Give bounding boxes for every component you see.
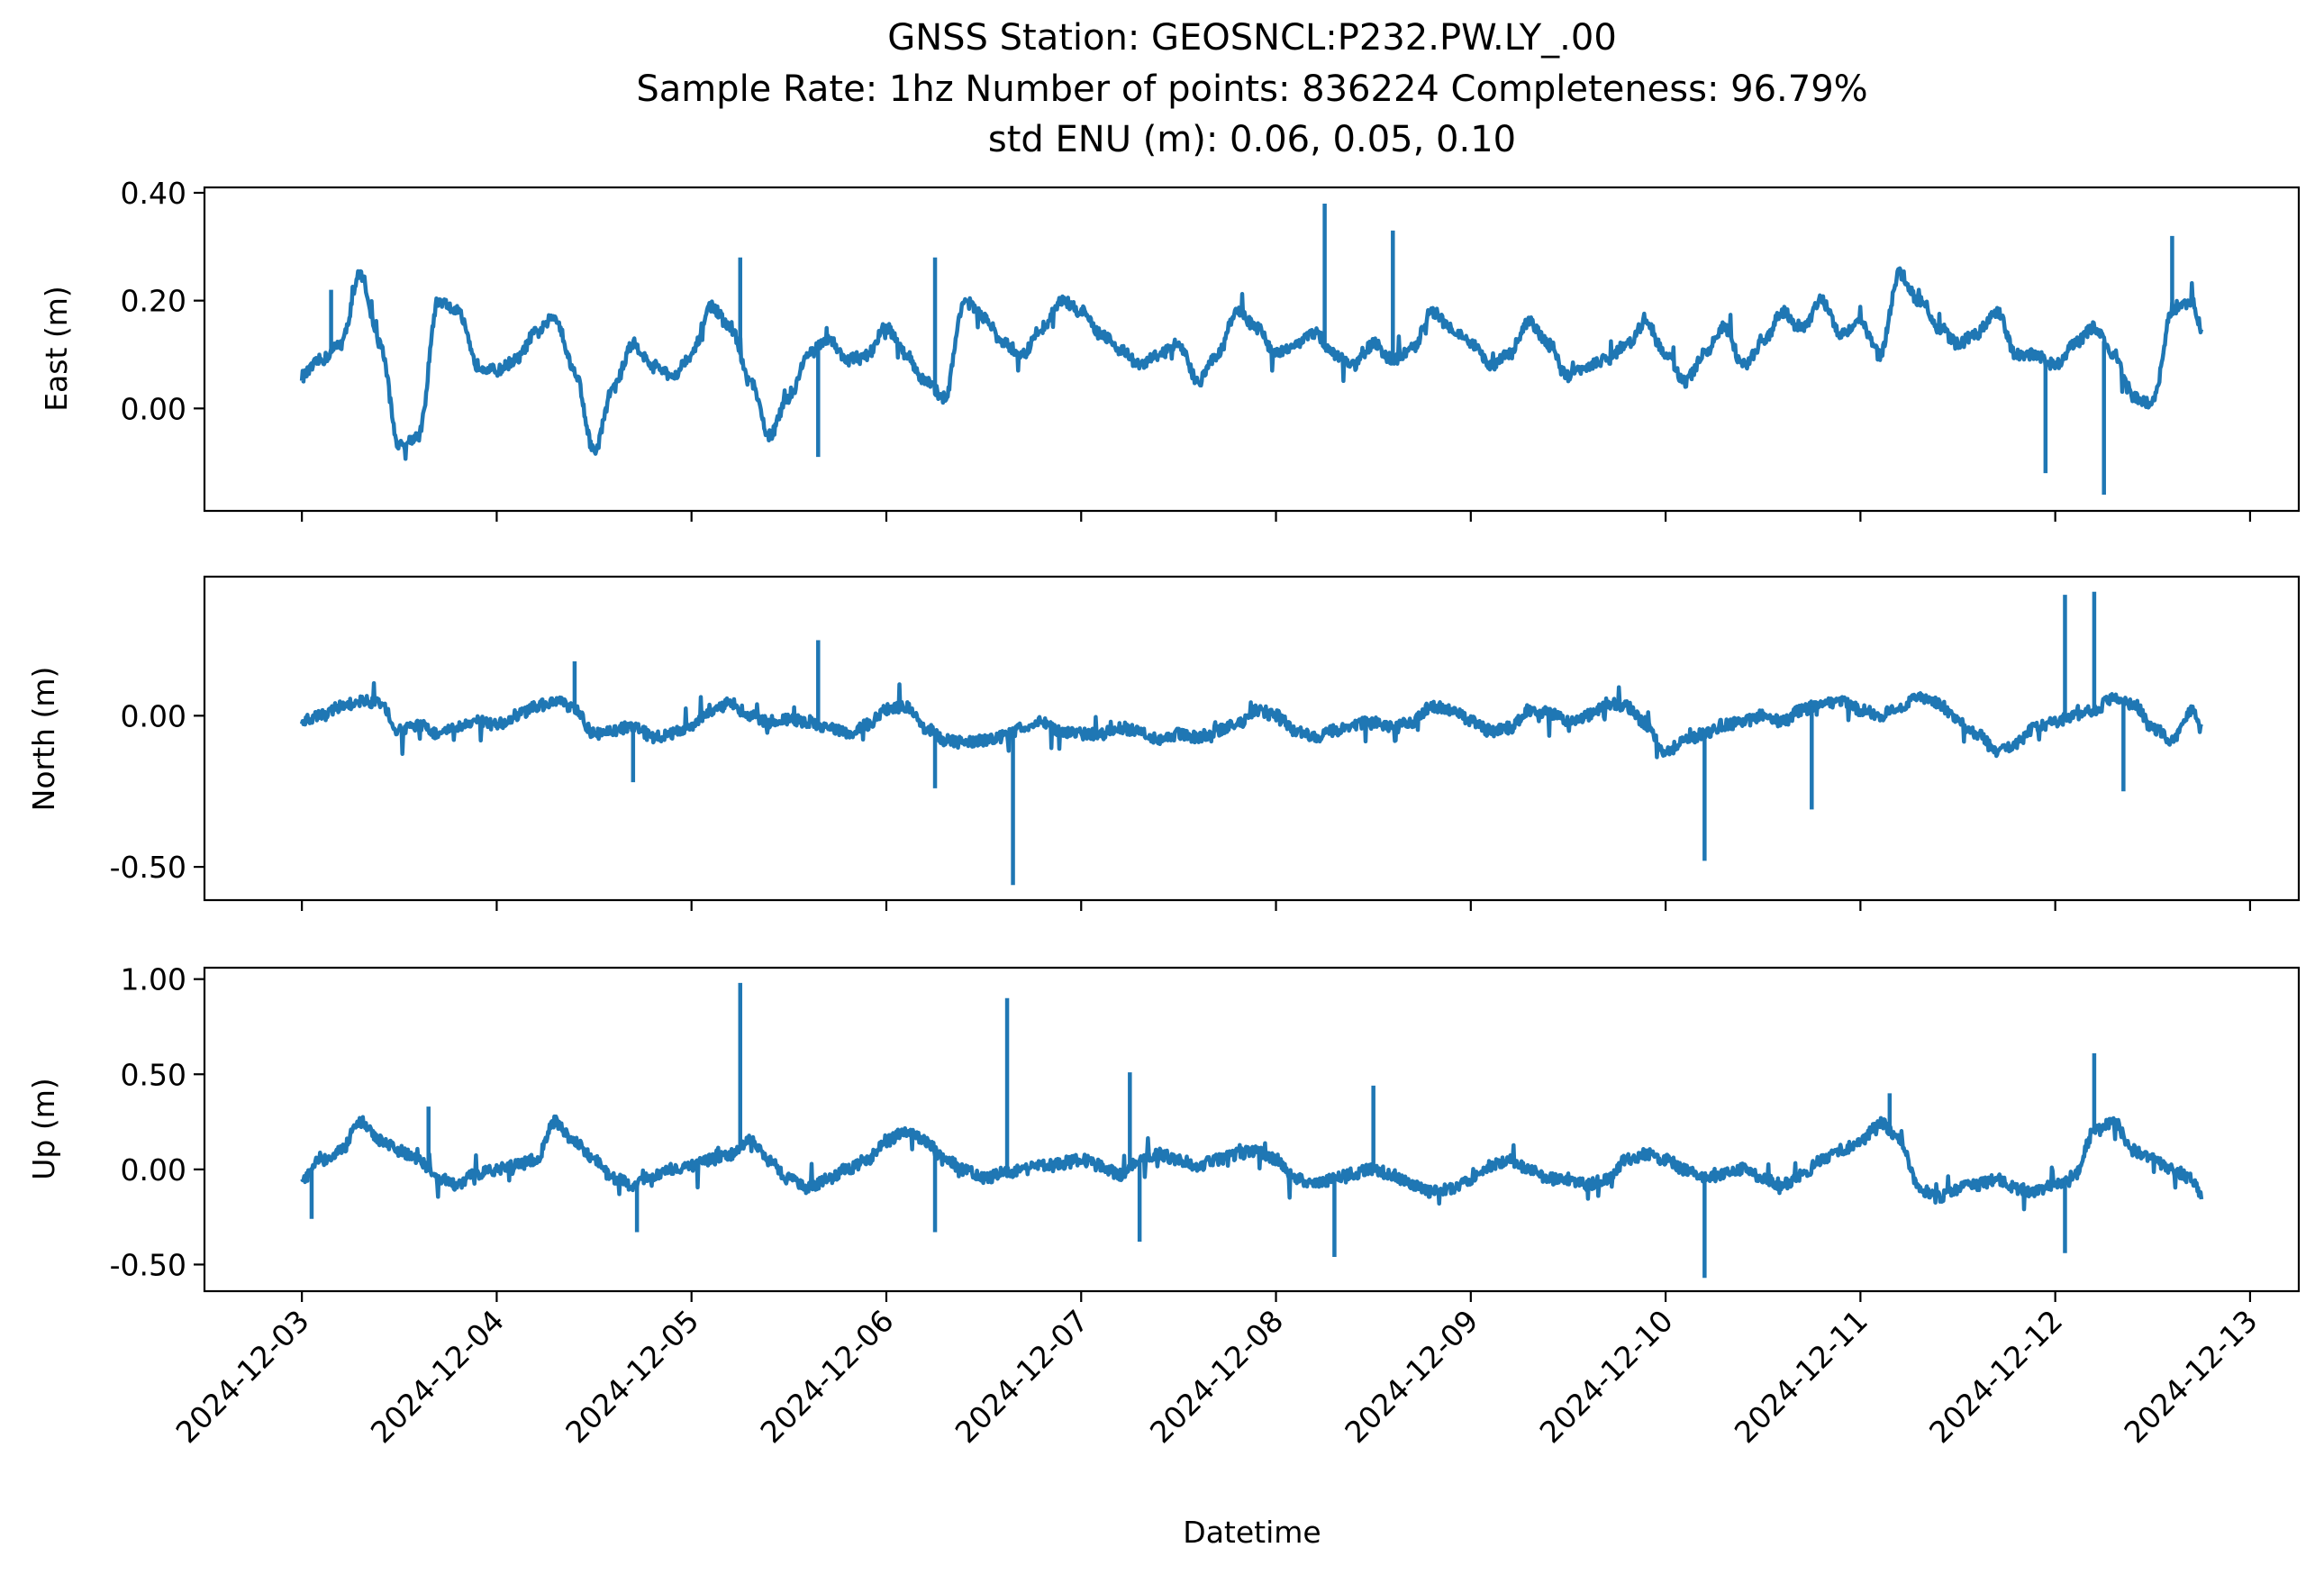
up-y-ticks: 1.00 0.50 0.00 -0.50 <box>110 962 204 1282</box>
up-ytick-label-1: 0.50 <box>121 1057 186 1092</box>
x-tick-label-2: 2024-12-05 <box>558 1303 705 1450</box>
x-tick-label-1: 2024-12-04 <box>364 1303 511 1450</box>
east-y-axis-label: East (m) <box>39 286 74 412</box>
x-tick-label-4: 2024-12-07 <box>949 1303 1095 1450</box>
up-series-path <box>300 1114 2204 1212</box>
x-tick-label-10: 2024-12-13 <box>2117 1303 2264 1450</box>
up-ytick-label-2: 0.00 <box>121 1152 186 1188</box>
title-line-2: Sample Rate: 1hz Number of points: 83622… <box>636 68 1867 110</box>
plot-frame-east <box>203 186 2301 513</box>
east-series-path <box>299 266 2204 461</box>
east-x-ticks <box>301 511 2252 522</box>
east-ytick-label-1: 0.20 <box>121 284 186 319</box>
x-tick-label-6: 2024-12-09 <box>1338 1303 1484 1450</box>
north-y-ticks: 0.00 -0.50 <box>110 698 204 885</box>
plot-frame-north <box>203 575 2301 902</box>
x-tick-label-9: 2024-12-12 <box>1922 1303 2069 1450</box>
north-ytick-label-1: -0.50 <box>110 850 186 885</box>
title-line-1: GNSS Station: GEOSNCL:P232.PW.LY_.00 <box>887 17 1617 59</box>
north-ytick-label-0: 0.00 <box>121 698 186 733</box>
up-series-line <box>300 982 2204 1279</box>
x-tick-label-0: 2024-12-03 <box>169 1303 316 1450</box>
north-series-line <box>299 591 2203 886</box>
chart-title: GNSS Station: GEOSNCL:P232.PW.LY_.00 Sam… <box>636 17 1867 160</box>
east-series-line <box>299 203 2204 496</box>
x-tick-labels: 2024-12-03 2024-12-04 2024-12-05 2024-12-06… <box>169 1303 2265 1450</box>
north-x-ticks <box>301 900 2252 911</box>
up-x-ticks <box>301 1291 2252 1302</box>
east-ytick-label-2: 0.40 <box>121 176 186 211</box>
up-ytick-label-3: -0.50 <box>110 1247 186 1282</box>
panel-north: 0.00 -0.50 North (m) <box>26 575 2301 911</box>
up-y-axis-label: Up (m) <box>26 1078 61 1180</box>
panel-east: 0.00 0.20 0.40 East (m) <box>39 176 2301 522</box>
x-tick-label-7: 2024-12-10 <box>1533 1303 1680 1450</box>
east-ytick-label-0: 0.00 <box>121 391 186 426</box>
x-axis-label: Datetime <box>1183 1515 1321 1550</box>
x-tick-label-3: 2024-12-06 <box>753 1303 900 1450</box>
north-series-path <box>299 680 2203 760</box>
title-line-3: std ENU (m): 0.06, 0.05, 0.10 <box>988 119 1516 160</box>
east-y-ticks: 0.00 0.20 0.40 <box>121 176 204 426</box>
x-tick-label-8: 2024-12-11 <box>1728 1303 1875 1450</box>
x-tick-label-5: 2024-12-08 <box>1143 1303 1290 1450</box>
north-y-axis-label: North (m) <box>26 667 61 812</box>
panel-up: 1.000.500.00-0.50 2024-12-03 2024-12-04 20… <box>26 962 2301 1450</box>
plot-frame-up <box>203 966 2301 1293</box>
up-ytick-label-0: 1.00 <box>121 962 186 997</box>
